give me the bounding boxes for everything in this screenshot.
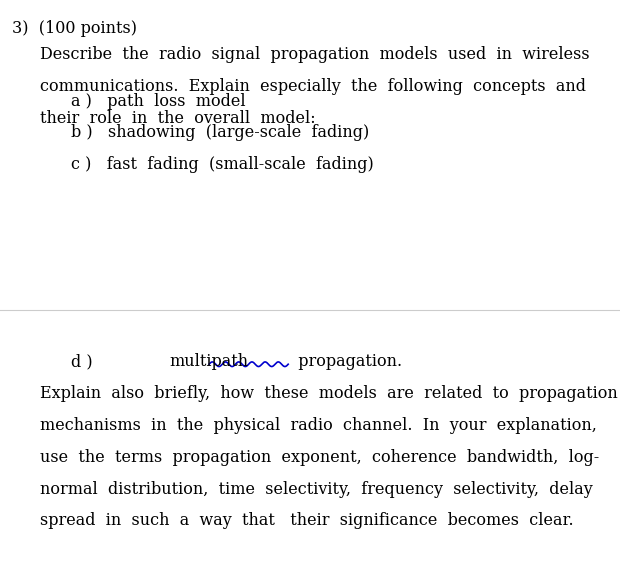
Text: c )   fast  fading  (small-scale  fading): c ) fast fading (small-scale fading)	[71, 156, 374, 173]
Text: their  role  in  the  overall  model:: their role in the overall model:	[40, 110, 316, 127]
Text: 3)  (100 points): 3) (100 points)	[12, 20, 138, 37]
Text: a )   path  loss  model: a ) path loss model	[71, 93, 246, 109]
Text: d ): d )	[71, 353, 108, 370]
Text: Describe  the  radio  signal  propagation  models  used  in  wireless: Describe the radio signal propagation mo…	[40, 46, 590, 63]
Text: Explain  also  briefly,  how  these  models  are  related  to  propagation: Explain also briefly, how these models a…	[40, 385, 618, 402]
Text: communications.  Explain  especially  the  following  concepts  and: communications. Explain especially the f…	[40, 78, 587, 95]
Text: mechanisms  in  the  physical  radio  channel.  In  your  explanation,: mechanisms in the physical radio channel…	[40, 417, 597, 434]
Text: use  the  terms  propagation  exponent,  coherence  bandwidth,  log-: use the terms propagation exponent, cohe…	[40, 449, 600, 466]
Text: propagation.: propagation.	[288, 353, 402, 370]
Text: b )   shadowing  (large-scale  fading): b ) shadowing (large-scale fading)	[71, 124, 370, 141]
Text: multipath: multipath	[170, 353, 249, 370]
Text: spread  in  such  a  way  that   their  significance  becomes  clear.: spread in such a way that their signific…	[40, 512, 574, 529]
Text: normal  distribution,  time  selectivity,  frequency  selectivity,  delay: normal distribution, time selectivity, f…	[40, 481, 593, 497]
